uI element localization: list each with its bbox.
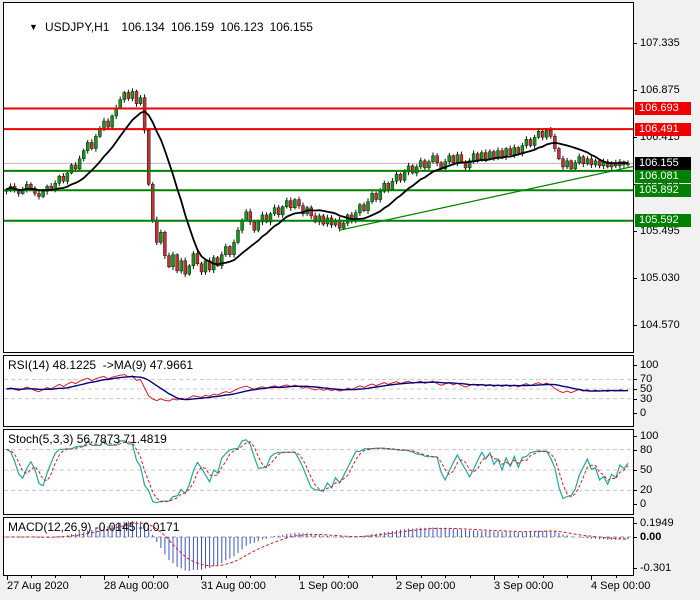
axis-tick-label: 20: [640, 484, 653, 496]
time-tick-mark: [518, 576, 519, 578]
time-tick-mark: [177, 576, 178, 578]
axis-tick-label: 30: [640, 393, 653, 405]
time-axis-label: 1 Sep 00:00: [299, 580, 359, 592]
time-tick-mark: [250, 576, 251, 578]
price-level-label: 106.693: [635, 102, 691, 115]
time-tick-mark: [80, 576, 81, 578]
time-tick-mark: [494, 576, 495, 580]
axis-tick-label: 0: [640, 498, 647, 510]
ohlc-high-value: 106.159: [170, 20, 215, 34]
macd-label: MACD(12,26,9) -0.0145 -0.0171: [8, 520, 180, 534]
macd-plot[interactable]: [4, 518, 633, 575]
time-tick-mark: [299, 576, 300, 580]
time-tick-mark: [421, 576, 422, 578]
axis-tick-mark: [633, 43, 637, 44]
time-tick-mark: [616, 576, 617, 578]
time-tick-mark: [7, 576, 8, 580]
axis-tick-label: 0.00: [640, 531, 662, 543]
main-chart-panel[interactable]: ▼ USDJPY,H1 106.134 106.159 106.123 106.155: [3, 2, 634, 353]
time-axis-label: 27 Aug 2020: [7, 580, 69, 592]
axis-tick-label: 105.495: [640, 225, 680, 237]
time-tick-mark: [543, 576, 544, 578]
axis-tick-mark: [633, 389, 637, 390]
axis-tick-label: 104.570: [640, 319, 680, 331]
axis-tick-mark: [633, 325, 637, 326]
price-axis[interactable]: 107.335106.875106.415105.955105.495105.0…: [633, 0, 700, 600]
axis-tick-label: 100: [640, 430, 659, 442]
time-axis-label: 4 Sep 00:00: [591, 580, 651, 592]
axis-tick-label: 0: [640, 407, 647, 419]
time-tick-mark: [275, 576, 276, 578]
time-tick-mark: [153, 576, 154, 578]
axis-tick-label: 50: [640, 464, 653, 476]
time-tick-mark: [323, 576, 324, 578]
time-tick-mark: [55, 576, 56, 578]
time-tick-mark: [372, 576, 373, 578]
axis-tick-label: 100: [640, 359, 659, 371]
rsi-panel[interactable]: RSI(14) 48.1225 ->MA(9) 47.9661: [3, 355, 634, 427]
axis-tick-mark: [633, 90, 637, 91]
stochastic-plot[interactable]: [4, 430, 633, 514]
time-tick-mark: [128, 576, 129, 578]
axis-tick-mark: [633, 231, 637, 232]
axis-tick-mark: [633, 504, 637, 505]
symbol-timeframe-label: USDJPY,H1: [44, 20, 110, 34]
price-level-label: 106.081: [635, 170, 691, 183]
time-tick-mark: [470, 576, 471, 578]
axis-tick-label: 50: [640, 383, 653, 395]
candlestick-plot[interactable]: [4, 3, 633, 352]
time-tick-mark: [396, 576, 397, 580]
price-level-label: 105.592: [635, 214, 691, 227]
axis-tick-mark: [633, 379, 637, 380]
axis-tick-label: 70: [640, 373, 653, 385]
axis-tick-mark: [633, 399, 637, 400]
macd-panel[interactable]: MACD(12,26,9) -0.0145 -0.0171: [3, 517, 634, 576]
axis-tick-mark: [633, 450, 637, 451]
axis-tick-label: -0.301: [640, 562, 672, 574]
chart-header: ▼ USDJPY,H1 106.134 106.159 106.123 106.155: [9, 6, 319, 48]
time-axis-label: 31 Aug 00:00: [201, 580, 266, 592]
rsi-label: RSI(14) 48.1225 ->MA(9) 47.9661: [8, 358, 194, 372]
axis-tick-mark: [633, 568, 637, 569]
price-level-label: 105.892: [635, 184, 691, 197]
ohlc-open-value: 106.134: [121, 20, 165, 34]
time-tick-mark: [348, 576, 349, 578]
time-tick-mark: [31, 576, 32, 578]
axis-tick-mark: [633, 413, 637, 414]
axis-tick-label: 107.335: [640, 37, 680, 49]
axis-tick-label: 80: [640, 444, 653, 456]
stochastic-panel[interactable]: Stoch(5,3,3) 56.7873 71.4819: [3, 429, 634, 515]
rsi-plot[interactable]: [4, 356, 633, 426]
time-tick-mark: [226, 576, 227, 578]
price-level-label: 106.155: [635, 157, 691, 170]
axis-tick-mark: [633, 537, 637, 538]
ohlc-close-value: 106.155: [269, 20, 313, 34]
time-tick-mark: [104, 576, 105, 580]
ohlc-low-value: 106.123: [220, 20, 264, 34]
axis-tick-mark: [633, 278, 637, 279]
stochastic-label: Stoch(5,3,3) 56.7873 71.4819: [8, 432, 167, 446]
axis-tick-mark: [633, 436, 637, 437]
axis-tick-mark: [633, 523, 637, 524]
time-axis-label: 28 Aug 00:00: [104, 580, 169, 592]
axis-tick-label: 105.030: [640, 272, 680, 284]
axis-tick-mark: [633, 137, 637, 138]
time-tick-mark: [567, 576, 568, 578]
axis-tick-mark: [633, 470, 637, 471]
axis-tick-label: 106.875: [640, 84, 680, 96]
time-axis-label: 3 Sep 00:00: [494, 580, 554, 592]
time-tick-mark: [591, 576, 592, 580]
axis-tick-mark: [633, 490, 637, 491]
time-tick-mark: [201, 576, 202, 580]
axis-tick-mark: [633, 365, 637, 366]
time-axis[interactable]: 27 Aug 2020 28 Aug 00:00 31 Aug 00:00 1 Sep…: [3, 576, 697, 600]
time-axis-label: 2 Sep 00:00: [396, 580, 456, 592]
time-tick-mark: [445, 576, 446, 578]
price-level-label: 106.491: [635, 123, 691, 136]
axis-tick-label: 0.1949: [640, 517, 674, 529]
symbol-dropdown-icon[interactable]: ▼: [29, 22, 38, 32]
